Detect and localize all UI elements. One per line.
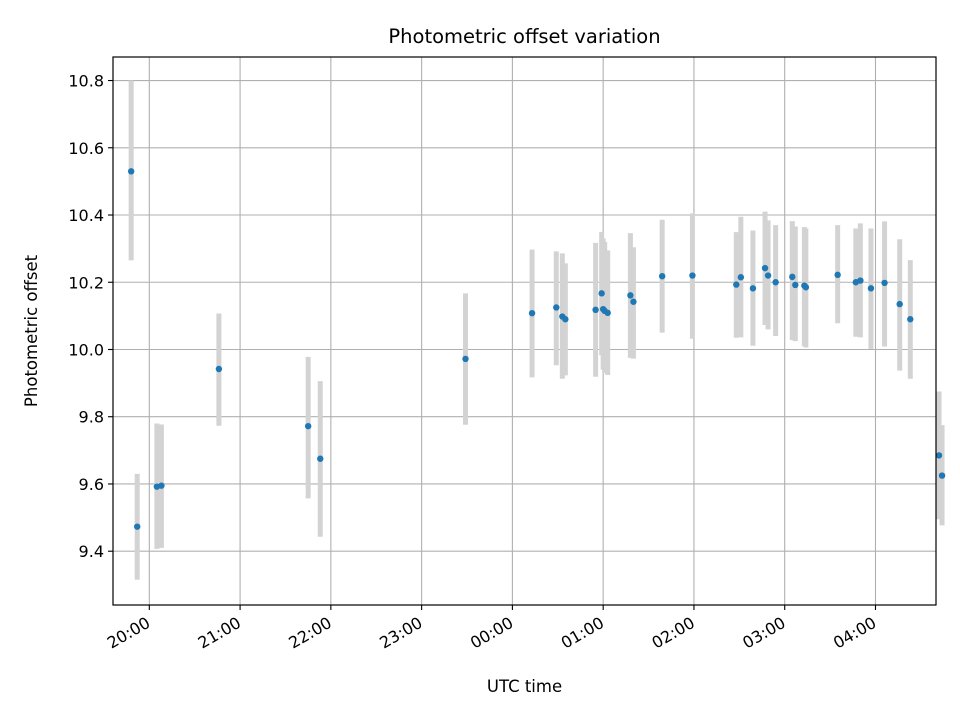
x-axis-label: UTC time (487, 677, 562, 696)
y-tick-label: 10.2 (68, 273, 104, 292)
y-tick-label: 10.0 (68, 340, 104, 359)
data-point (935, 452, 943, 459)
data-point (317, 455, 324, 462)
chart-title: Photometric offset variation (388, 25, 660, 48)
data-point (562, 316, 569, 323)
data-point (604, 309, 611, 317)
data-point (592, 306, 599, 314)
data-point (792, 281, 799, 289)
data-point (553, 304, 560, 311)
y-tick-label: 10.8 (68, 72, 104, 91)
data-point (834, 271, 841, 279)
data-point (658, 273, 666, 280)
data-point (127, 168, 135, 175)
y-axis-label: Photometric offset (22, 254, 41, 407)
data-point (772, 279, 779, 286)
y-tick-label: 10.6 (68, 139, 104, 158)
data-point (134, 523, 141, 530)
data-point (462, 355, 469, 363)
y-tick-label: 9.8 (79, 408, 104, 427)
data-point (867, 285, 875, 292)
data-point (627, 292, 634, 299)
data-point (598, 290, 605, 297)
data-point (761, 264, 769, 272)
data-point (737, 274, 745, 281)
data-point (857, 277, 864, 284)
data-point (749, 285, 757, 292)
y-tick-label: 9.4 (79, 542, 104, 561)
data-point (304, 422, 312, 430)
data-point (158, 482, 165, 489)
y-tick-label: 9.6 (79, 475, 104, 494)
data-point (733, 281, 740, 288)
data-point (896, 300, 903, 308)
data-point (802, 284, 810, 291)
data-point (689, 272, 696, 279)
data-point (881, 279, 888, 287)
data-point (938, 472, 946, 479)
data-point (215, 365, 223, 373)
data-point (907, 316, 914, 323)
data-points (127, 168, 946, 530)
data-point (789, 273, 796, 281)
y-tick-label: 10.4 (68, 206, 104, 225)
data-point (528, 309, 536, 317)
data-point (630, 298, 637, 305)
plot-area-frame (112, 56, 937, 606)
data-point (764, 272, 772, 279)
